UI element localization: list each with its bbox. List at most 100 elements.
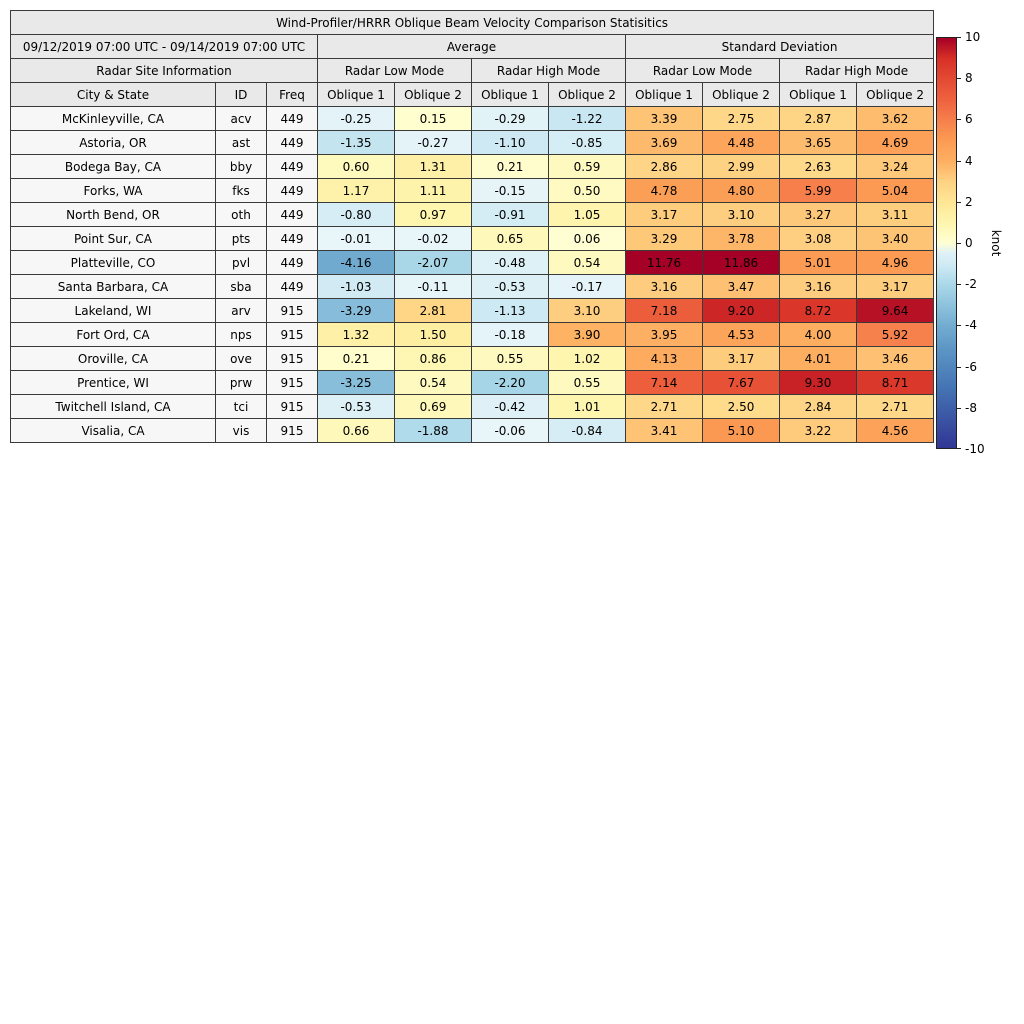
colorbar-unit-label: knot [989, 229, 1003, 257]
group-header-row: 09/12/2019 07:00 UTC - 09/14/2019 07:00 … [10, 34, 935, 59]
colorbar-tick-mark [957, 119, 961, 121]
value-cell: 0.59 [548, 154, 626, 179]
value-cell: 2.71 [855, 394, 935, 419]
colorbar-tick-mark [957, 201, 961, 203]
colorbar-tick-label: -6 [965, 359, 977, 374]
col-header-oblique1: Oblique 1 [779, 82, 857, 107]
column-header-row: City & State ID Freq Oblique 1 Oblique 2… [10, 82, 935, 107]
value-cell: 3.16 [625, 274, 703, 299]
value-cell: -1.03 [317, 274, 395, 299]
table-row: Astoria, OR ast 449 -1.35 -0.27 -1.10 -0.85 3.6… [10, 130, 935, 155]
value-cell: 3.40 [855, 226, 935, 251]
average-group-header: Average [317, 34, 626, 59]
value-cell: 3.29 [625, 226, 703, 251]
freq-cell: 449 [266, 202, 318, 227]
value-cell: -0.42 [471, 394, 549, 419]
freq-cell: 915 [266, 370, 318, 395]
value-cell: 5.10 [702, 418, 780, 443]
avg-high-mode-header: Radar High Mode [471, 58, 626, 83]
value-cell: 5.01 [779, 250, 857, 275]
col-header-oblique1: Oblique 1 [471, 82, 549, 107]
col-header-oblique2: Oblique 2 [548, 82, 626, 107]
value-cell: 4.53 [702, 322, 780, 347]
value-cell: 3.17 [855, 274, 935, 299]
value-cell: 7.14 [625, 370, 703, 395]
freq-cell: 915 [266, 322, 318, 347]
value-cell: -0.84 [548, 418, 626, 443]
value-cell: -1.88 [394, 418, 472, 443]
value-cell: 0.50 [548, 178, 626, 203]
freq-cell: 915 [266, 298, 318, 323]
value-cell: 3.08 [779, 226, 857, 251]
value-cell: 4.69 [855, 130, 935, 155]
city-cell: Visalia, CA [10, 418, 216, 443]
value-cell: 0.86 [394, 346, 472, 371]
value-cell: 0.97 [394, 202, 472, 227]
freq-cell: 449 [266, 130, 318, 155]
site-id-cell: vis [215, 418, 267, 443]
col-header-freq: Freq [266, 82, 318, 107]
freq-cell: 449 [266, 226, 318, 251]
site-id-cell: ast [215, 130, 267, 155]
value-cell: 0.60 [317, 154, 395, 179]
colorbar-tick-mark [957, 407, 961, 409]
value-cell: 11.86 [702, 250, 780, 275]
table-title: Wind-Profiler/HRRR Oblique Beam Velocity… [9, 10, 935, 35]
value-cell: 1.05 [548, 202, 626, 227]
value-cell: 3.95 [625, 322, 703, 347]
col-header-oblique1: Oblique 1 [625, 82, 703, 107]
value-cell: 8.72 [779, 298, 857, 323]
value-cell: -0.02 [394, 226, 472, 251]
value-cell: 4.78 [625, 178, 703, 203]
table-row: Santa Barbara, CA sba 449 -1.03 -0.11 -0.53 -0… [10, 274, 935, 299]
value-cell: 7.18 [625, 298, 703, 323]
value-cell: -3.25 [317, 370, 395, 395]
site-info-header: Radar Site Information [10, 58, 318, 83]
city-cell: McKinleyville, CA [10, 106, 216, 131]
colorbar-tick-label: -8 [965, 400, 977, 415]
value-cell: 3.62 [855, 106, 935, 131]
value-cell: 3.39 [625, 106, 703, 131]
value-cell: -0.17 [548, 274, 626, 299]
freq-cell: 449 [266, 106, 318, 131]
colorbar-tick-mark [957, 37, 961, 38]
site-id-cell: sba [215, 274, 267, 299]
value-cell: 3.16 [779, 274, 857, 299]
site-id-cell: tci [215, 394, 267, 419]
city-cell: Fort Ord, CA [10, 322, 216, 347]
value-cell: 4.96 [855, 250, 935, 275]
col-header-oblique2: Oblique 2 [702, 82, 780, 107]
value-cell: 4.13 [625, 346, 703, 371]
col-header-city: City & State [10, 82, 216, 107]
title-row: Wind-Profiler/HRRR Oblique Beam Velocity… [9, 10, 935, 35]
value-cell: 0.55 [548, 370, 626, 395]
value-cell: 2.84 [779, 394, 857, 419]
colorbar-tick-mark [957, 325, 961, 327]
value-cell: 3.65 [779, 130, 857, 155]
city-cell: Astoria, OR [10, 130, 216, 155]
value-cell: 0.65 [471, 226, 549, 251]
value-cell: 3.10 [548, 298, 626, 323]
city-cell: Forks, WA [10, 178, 216, 203]
value-cell: 2.86 [625, 154, 703, 179]
value-cell: 3.27 [779, 202, 857, 227]
value-cell: 2.81 [394, 298, 472, 323]
std-high-mode-header: Radar High Mode [778, 58, 935, 83]
value-cell: -4.16 [317, 250, 395, 275]
col-header-oblique1: Oblique 1 [317, 82, 395, 107]
freq-cell: 915 [266, 394, 318, 419]
table-row: McKinleyville, CA acv 449 -0.25 0.15 -0.29 -1.… [10, 106, 935, 131]
colorbar-tick-label: 2 [965, 194, 973, 209]
value-cell: -2.07 [394, 250, 472, 275]
value-cell: -1.35 [317, 130, 395, 155]
colorbar-tick-label: 4 [965, 153, 973, 168]
site-id-cell: bby [215, 154, 267, 179]
city-cell: Twitchell Island, CA [10, 394, 216, 419]
value-cell: 1.31 [394, 154, 472, 179]
city-cell: Platteville, CO [10, 250, 216, 275]
colorbar-tick-label: -4 [965, 318, 977, 333]
value-cell: -0.48 [471, 250, 549, 275]
value-cell: 4.00 [779, 322, 857, 347]
value-cell: 0.15 [394, 106, 472, 131]
